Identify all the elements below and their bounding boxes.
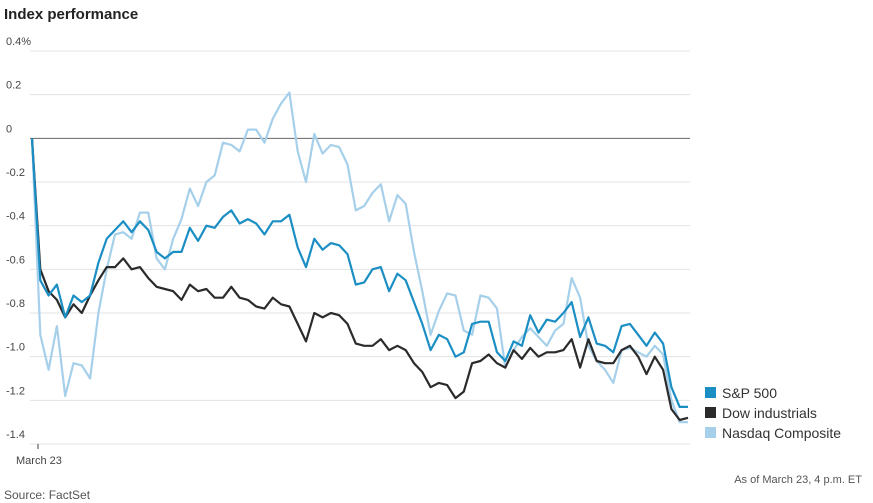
legend-swatch	[705, 427, 716, 438]
y-tick-label: 0.2	[6, 80, 21, 92]
legend-label: Dow industrials	[722, 405, 817, 421]
chart-title: Index performance	[4, 6, 138, 23]
legend-label: S&P 500	[722, 385, 777, 401]
y-tick-label: -0.8	[6, 298, 25, 310]
y-tick-label: -1.4	[6, 429, 25, 441]
series-line	[30, 138, 689, 422]
y-tick-label: 0.4%	[6, 36, 31, 48]
source: Source: FactSet	[4, 488, 91, 502]
y-tick-label: -0.2	[6, 167, 25, 179]
series-line	[30, 138, 688, 408]
y-tick-label: -0.4	[6, 211, 25, 223]
y-tick-label: -1.2	[6, 385, 25, 397]
note: As of March 23, 4 p.m. ET	[734, 474, 862, 486]
x-tick-label: March 23	[16, 455, 62, 467]
y-tick-label: -1.0	[6, 342, 25, 354]
legend-swatch	[705, 407, 716, 418]
series-line	[30, 91, 688, 424]
legend-swatch	[705, 387, 716, 398]
y-tick-label: 0	[6, 123, 12, 135]
y-tick-label: -0.6	[6, 254, 25, 266]
legend-label: Nasdaq Composite	[722, 425, 841, 441]
